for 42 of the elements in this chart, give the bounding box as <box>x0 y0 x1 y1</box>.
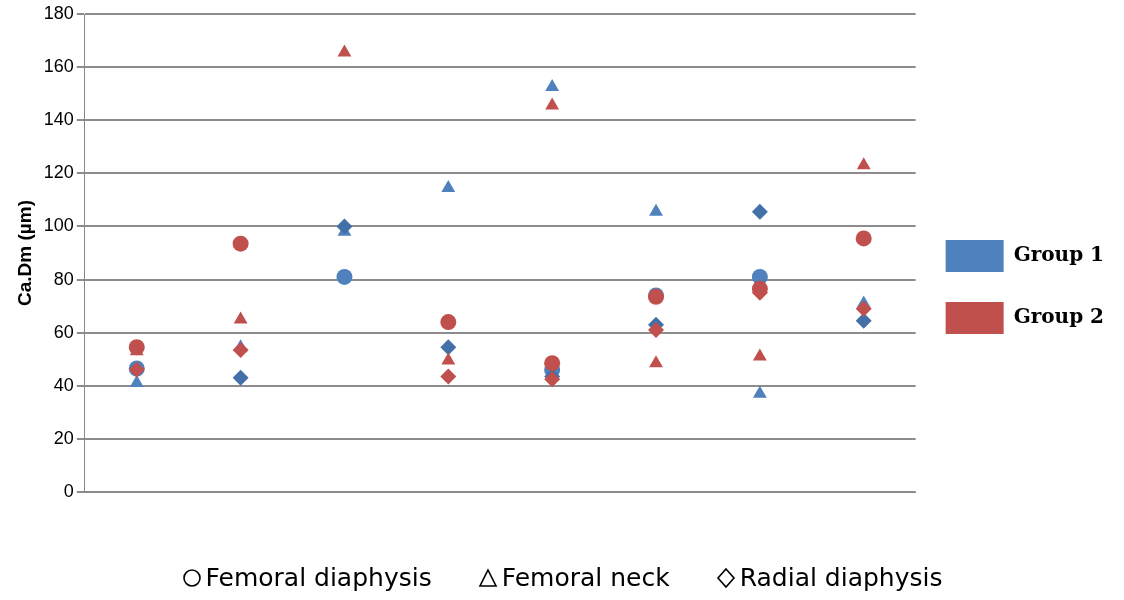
point <box>440 368 457 385</box>
y-axis-title: Ca.Dm (µm) <box>13 200 35 306</box>
point <box>752 385 767 398</box>
point <box>129 375 144 388</box>
y-tick-label: 180 <box>43 2 74 23</box>
point <box>337 44 352 57</box>
text: Radial diaphysis <box>739 563 943 592</box>
point <box>855 230 872 247</box>
y-tick-label: 100 <box>43 215 74 236</box>
point <box>545 97 560 110</box>
point <box>233 311 248 324</box>
point <box>855 312 872 329</box>
text: Femoral neck <box>501 563 670 592</box>
point <box>232 341 249 358</box>
point <box>232 235 249 252</box>
point <box>649 203 663 216</box>
y-tick-label: 0 <box>63 480 74 501</box>
point <box>751 203 768 220</box>
y-tick-label: 120 <box>43 162 74 183</box>
point <box>336 218 353 235</box>
legend-label: Group 2 <box>1013 304 1105 329</box>
y-tick-label: 20 <box>53 427 74 448</box>
point <box>856 157 871 170</box>
y-tick-label: 140 <box>43 109 74 130</box>
point <box>648 322 665 339</box>
legend-label: Group 1 <box>1013 242 1105 267</box>
y-tick-label: 60 <box>53 321 74 342</box>
point <box>752 348 767 361</box>
y-tick-label: 160 <box>43 56 74 77</box>
y-tick-label: 80 <box>53 268 74 289</box>
text: Femoral diaphysis <box>205 563 432 592</box>
point <box>441 179 456 192</box>
point <box>232 369 249 386</box>
point <box>441 352 456 365</box>
point <box>440 314 457 331</box>
point <box>336 268 353 285</box>
y-tick-label: 40 <box>53 374 74 395</box>
point <box>440 339 457 356</box>
point <box>855 300 872 317</box>
point <box>545 79 560 92</box>
point <box>649 355 663 368</box>
point <box>544 355 561 372</box>
